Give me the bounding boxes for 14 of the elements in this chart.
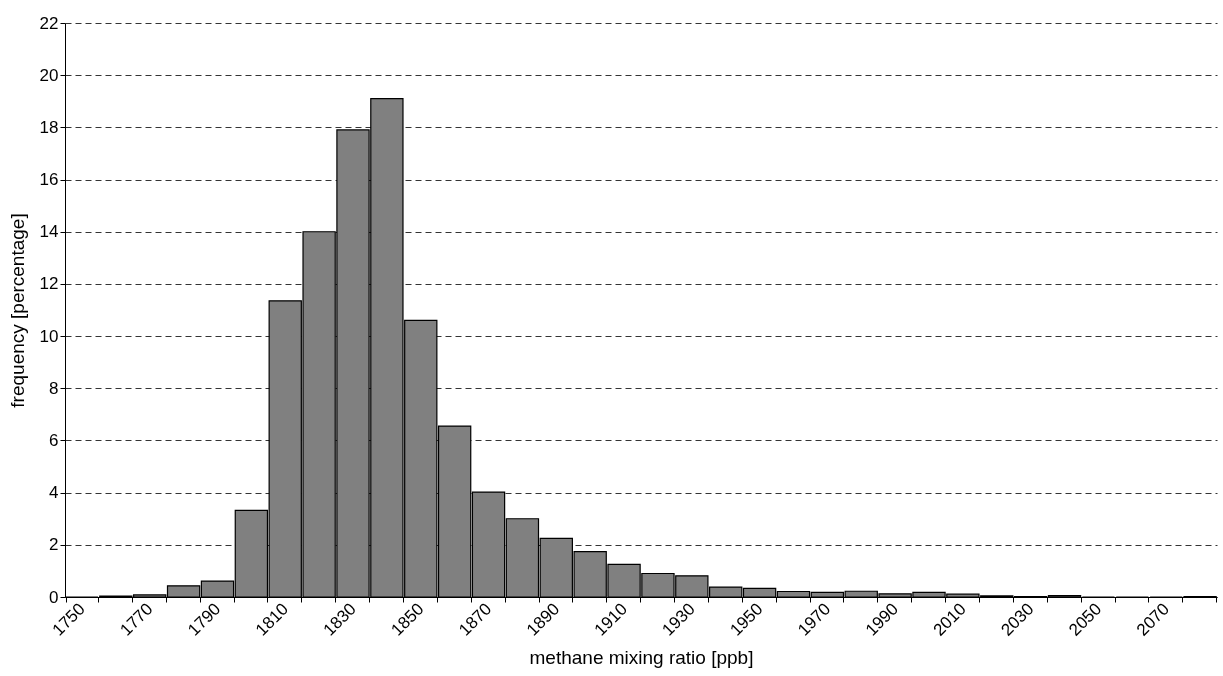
- y-tick-label: 2: [49, 535, 59, 555]
- y-tick-label: 6: [49, 430, 59, 450]
- y-tick-label: 0: [49, 587, 59, 607]
- y-tick-label: 16: [39, 170, 59, 190]
- y-tick-label: 4: [49, 483, 59, 503]
- x-axis-title: methane mixing ratio [ppb]: [529, 646, 754, 668]
- y-tick-label: 18: [39, 117, 59, 137]
- y-axis-title: frequency [percentage]: [6, 213, 28, 408]
- y-tick-label: 10: [39, 326, 59, 346]
- y-tick-label: 22: [39, 13, 59, 33]
- y-tick-label: 12: [39, 274, 59, 294]
- y-tick-label: 14: [39, 222, 59, 242]
- y-tick-label: 8: [49, 378, 59, 398]
- y-tick-label: 20: [39, 65, 59, 85]
